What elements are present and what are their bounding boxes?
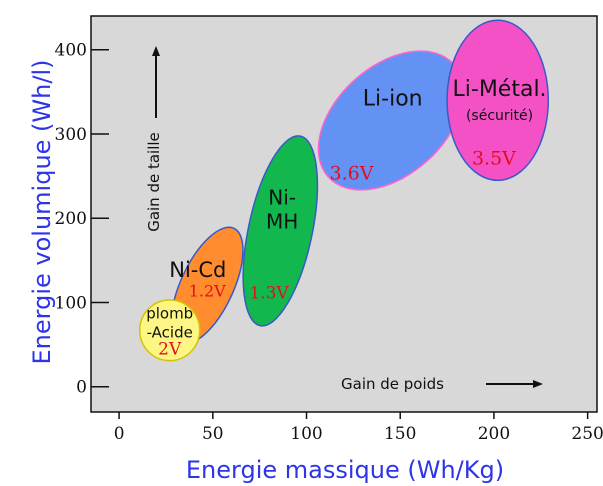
voltage-li-ion: 3.6V <box>330 162 374 184</box>
x-tick-label: 150 <box>384 424 416 444</box>
y-tick-label: 300 <box>55 125 87 145</box>
axis-ticks: 0 50 100 150 200 250 0 100 200 300 400 <box>55 41 603 444</box>
label-plomb: plomb <box>146 304 193 322</box>
label-ni-line2: MH <box>266 210 298 234</box>
gain-poids-label: Gain de poids <box>341 375 444 393</box>
gain-poids-arrowhead <box>533 380 543 388</box>
region-ni <box>242 135 319 327</box>
x-axis-label: Energie massique (Wh/Kg) <box>186 456 504 484</box>
region-plomb <box>138 299 201 362</box>
y-axis-label: Energie volumique (Wh/l) <box>28 60 56 365</box>
voltage-li-m-tal: 3.5V <box>472 147 516 169</box>
x-tick-label: 100 <box>290 424 322 444</box>
label-ni: Ni- <box>268 186 296 210</box>
gain-taille-arrowhead <box>152 46 160 56</box>
label-li-m-tal: Li-Métal. <box>453 77 547 102</box>
x-tick-label: 250 <box>571 424 603 444</box>
label-plomb-line2: -Acide <box>147 323 193 341</box>
y-tick-label: 0 <box>76 378 87 398</box>
label-ni-cd: Ni-Cd <box>169 258 226 282</box>
voltage-ni: 1.3V <box>249 283 289 303</box>
y-tick-label: 100 <box>55 293 87 313</box>
voltage-plomb: 2V <box>158 340 182 360</box>
x-tick-label: 200 <box>478 424 510 444</box>
voltage-ni-cd: 1.2V <box>189 282 226 301</box>
x-tick-label: 50 <box>202 424 224 444</box>
note-li-m-tal: (sécurité) <box>466 108 533 124</box>
x-tick-label: 0 <box>114 424 125 444</box>
gain-taille-label: Gain de taille <box>145 132 163 232</box>
y-tick-label: 200 <box>55 209 87 229</box>
battery-regions: Ni-Cd1.2V Ni-MH 1.3V Li-ion 3.6V Li-Métal. (sé… <box>138 19 550 362</box>
label-li-ion: Li-ion <box>363 86 423 111</box>
region-li-m-tal <box>446 19 550 182</box>
y-tick-label: 400 <box>55 41 87 61</box>
